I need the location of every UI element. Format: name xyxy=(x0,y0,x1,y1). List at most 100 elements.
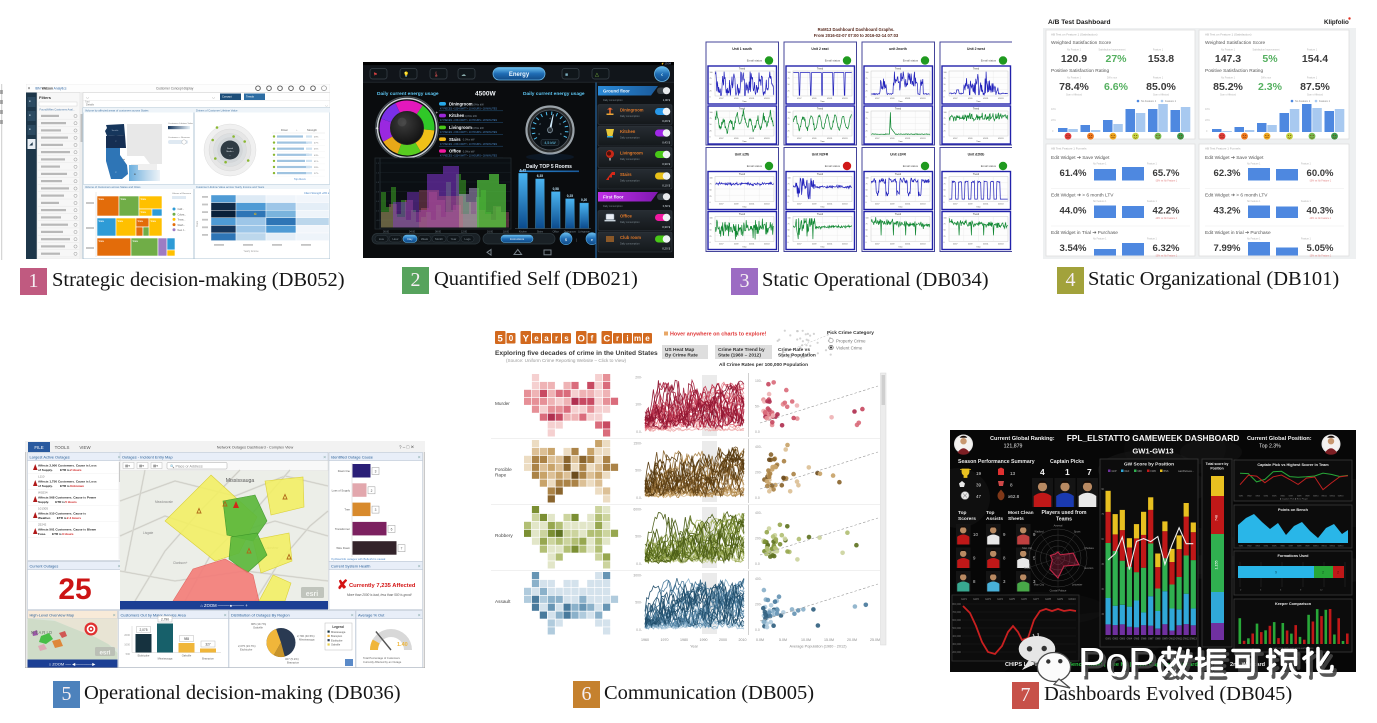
svg-text:500,000: 500,000 xyxy=(952,627,961,630)
svg-text:MID: MID xyxy=(1138,470,1143,473)
svg-text:Trend: Trend xyxy=(817,108,824,111)
svg-text:02/013: 02/013 xyxy=(764,203,770,205)
svg-text:50-: 50- xyxy=(755,405,760,409)
svg-text:50: 50 xyxy=(866,124,868,126)
svg-text:50: 50 xyxy=(944,124,946,126)
svg-text:Time: Time xyxy=(898,207,902,209)
svg-text:GW10: GW10 xyxy=(1169,638,1176,641)
svg-text:Trend: Trend xyxy=(739,108,746,111)
svg-text:Time: Time xyxy=(898,101,902,103)
svg-text:Y: Y xyxy=(523,334,530,345)
svg-text:100: 100 xyxy=(710,72,713,74)
svg-text:No Feature 1: No Feature 1 xyxy=(1247,238,1261,241)
svg-text:-10% vs No Feature 1: -10% vs No Feature 1 xyxy=(1155,217,1178,220)
svg-text:Time: Time xyxy=(742,141,746,143)
svg-text:Positive Satisfaction Rating: Positive Satisfaction Rating xyxy=(1205,68,1263,74)
svg-text:02/07: 02/07 xyxy=(797,138,802,140)
svg-text:Livingroom: Livingroom xyxy=(578,231,590,234)
svg-text:8: 8 xyxy=(973,579,976,584)
svg-text:0: 0 xyxy=(788,136,789,138)
svg-text:Mississauga: Mississauga xyxy=(331,630,346,634)
svg-text:✕: ✕ xyxy=(224,612,227,617)
svg-text:02/09: 02/09 xyxy=(812,98,817,100)
svg-text:Email status: Email status xyxy=(747,164,763,168)
svg-text:25: 25 xyxy=(710,196,712,198)
svg-text:GW8: GW8 xyxy=(1045,597,1051,601)
svg-text:2-4 Hours: 2-4 Hours xyxy=(67,516,82,520)
svg-text:Exploring five decades of crim: Exploring five decades of crime in the U… xyxy=(495,350,658,357)
svg-text:Edit Widget ➔ > 6 month LTV: Edit Widget ➔ > 6 month LTV xyxy=(1205,193,1268,199)
svg-text:8: 8 xyxy=(560,133,562,136)
svg-text:02/013: 02/013 xyxy=(842,203,848,205)
svg-text:0: 0 xyxy=(944,242,945,244)
svg-text:GW6: GW6 xyxy=(1280,546,1285,548)
svg-text:20%: 20% xyxy=(1205,119,1211,122)
svg-text:GW7: GW7 xyxy=(1289,546,1294,548)
svg-text:Man City: Man City xyxy=(1034,582,1045,586)
svg-text:GW11: GW11 xyxy=(1321,496,1327,498)
svg-text:25: 25 xyxy=(944,90,946,92)
svg-text:i: i xyxy=(626,334,628,343)
svg-text:Points on Bench: Points on Bench xyxy=(1278,508,1309,512)
svg-text:-10% vs No Feature 1: -10% vs No Feature 1 xyxy=(1155,255,1178,258)
svg-text:75: 75 xyxy=(866,78,868,80)
svg-text:8: 8 xyxy=(1010,483,1013,488)
svg-text:0: 0 xyxy=(1206,130,1208,133)
svg-text:Volume by affected areas of cu: Volume by affected areas of customers ac… xyxy=(85,109,149,113)
svg-text:02/09: 02/09 xyxy=(812,138,817,140)
svg-text:20%: 20% xyxy=(1051,119,1057,122)
svg-text:Network Outages Dashboard - Co: Network Outages Dashboard - Complex View xyxy=(217,446,294,450)
svg-text:Time: Time xyxy=(820,207,824,209)
svg-text:0,0%x kW: 0,0%x kW xyxy=(465,114,477,118)
svg-text:☉: ☉ xyxy=(115,140,117,143)
svg-text:Time: Time xyxy=(742,101,746,103)
svg-text:1: 1 xyxy=(1065,467,1070,477)
svg-text:ETR is: ETR is xyxy=(57,516,67,520)
svg-text:DEF: DEF xyxy=(1125,470,1130,473)
svg-text:50: 50 xyxy=(710,84,712,86)
svg-text:0: 0 xyxy=(710,202,711,204)
svg-text:Volume of Revenue: Volume of Revenue xyxy=(172,193,192,195)
svg-text:▦▾: ▦▾ xyxy=(139,464,144,468)
svg-text:Oakville: Oakville xyxy=(253,626,263,630)
svg-text:GW7: GW7 xyxy=(1033,597,1039,601)
svg-text:Lisgate: Lisgate xyxy=(143,531,154,535)
svg-text:GW10: GW10 xyxy=(1313,546,1320,548)
svg-text:GW3: GW3 xyxy=(1120,638,1126,641)
svg-text:1990: 1990 xyxy=(700,638,708,642)
svg-text:-10% vs No Feature 1: -10% vs No Feature 1 xyxy=(1155,180,1178,183)
svg-text:Satisfaction Improvement: Satisfaction Improvement xyxy=(1253,49,1280,52)
svg-text:02/011: 02/011 xyxy=(983,98,988,100)
svg-text:2: 2 xyxy=(1337,571,1339,575)
svg-text:12: 12 xyxy=(1320,590,1323,592)
svg-text:watchfulness…: watchfulness… xyxy=(1178,470,1195,473)
svg-text:0,30 $: 0,30 $ xyxy=(662,162,670,166)
svg-text:154.4: 154.4 xyxy=(1302,53,1328,65)
svg-text:1.0: 1.0 xyxy=(376,173,380,175)
svg-text:Affects 2,000 Customers. Cause: Affects 2,000 Customers. Cause is Loss xyxy=(38,464,97,468)
svg-text:GW9: GW9 xyxy=(1305,546,1310,548)
svg-text:Property Crime: Property Crime xyxy=(836,339,866,344)
svg-text:121,879: 121,879 xyxy=(1004,444,1023,450)
svg-text:CHIPS LEFT TO PLAY:: CHIPS LEFT TO PLAY: xyxy=(1005,662,1064,668)
svg-text:Customer Concept display: Customer Concept display xyxy=(156,86,194,90)
svg-text:State: State xyxy=(151,220,157,223)
svg-text:1,00 $: 1,00 $ xyxy=(663,98,671,102)
svg-text:ETR is: ETR is xyxy=(60,468,70,472)
svg-text:75: 75 xyxy=(944,224,946,226)
svg-text:0,29 $: 0,29 $ xyxy=(662,119,670,123)
svg-text:Feature 1: Feature 1 xyxy=(1307,77,1318,80)
svg-text:7: 7 xyxy=(401,547,403,551)
svg-text:GW13: GW13 xyxy=(1338,496,1345,498)
svg-text:Feature 1: Feature 1 xyxy=(1301,200,1312,203)
svg-text:100: 100 xyxy=(710,112,713,114)
svg-text:▾: ▾ xyxy=(229,154,230,157)
svg-text:9: 9 xyxy=(1275,571,1277,575)
svg-text:44.0%: 44.0% xyxy=(1060,206,1087,217)
svg-text:4: 4 xyxy=(549,118,551,121)
svg-text:02/07: 02/07 xyxy=(719,138,724,140)
svg-text:Daily consumption: Daily consumption xyxy=(620,158,640,161)
svg-text:12:00: 12:00 xyxy=(461,231,468,234)
svg-text:Details: Details xyxy=(86,103,95,107)
svg-text:1000: 1000 xyxy=(124,643,130,647)
